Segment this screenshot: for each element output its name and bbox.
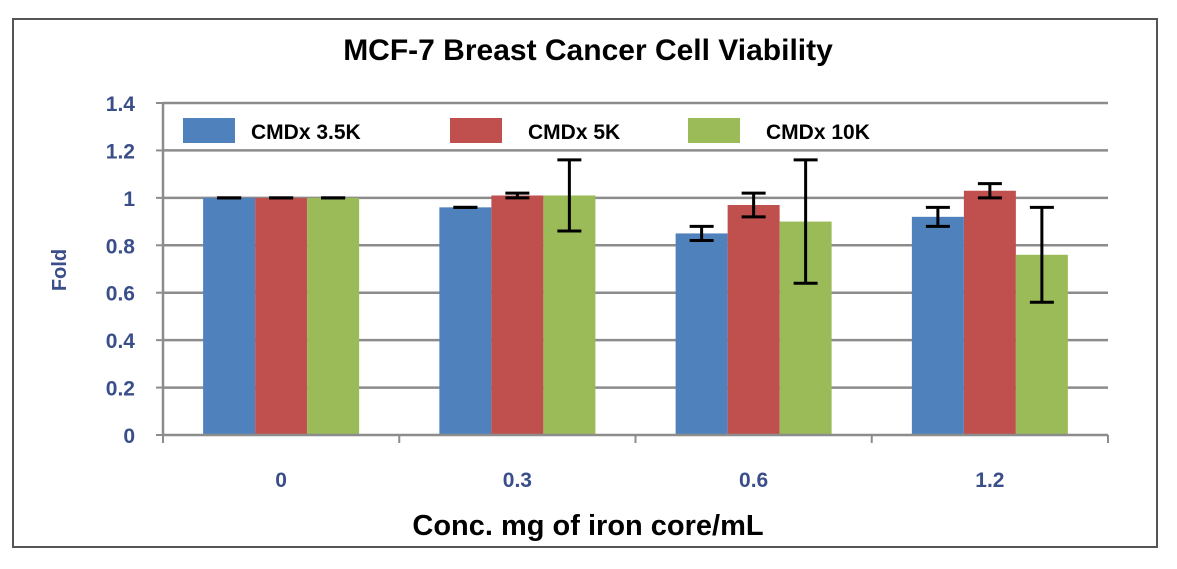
y-tick-label: 0 <box>123 425 135 448</box>
y-tick-label: 1.2 <box>106 140 135 163</box>
bar <box>675 233 728 435</box>
bars <box>203 190 1068 435</box>
bar <box>203 197 256 435</box>
bar <box>963 190 1016 435</box>
y-tick-label: 0.8 <box>106 235 136 258</box>
y-tick-label: 0.4 <box>106 330 136 353</box>
legend-label: CMDx 10K <box>766 121 870 144</box>
bar <box>543 195 596 435</box>
y-tick-label: 1 <box>123 188 135 211</box>
bar <box>911 216 964 435</box>
bar <box>307 197 360 435</box>
y-tick-label: 0.2 <box>106 378 135 401</box>
legend: CMDx 3.5K CMDx 5K CMDx 10K <box>183 118 870 144</box>
chart-title: MCF-7 Breast Cancer Cell Viability <box>343 34 833 67</box>
legend-swatch <box>450 118 502 143</box>
bar <box>727 204 780 435</box>
legend-label: CMDx 5K <box>528 121 620 144</box>
y-tick-label: 1.4 <box>106 93 136 116</box>
bar <box>255 197 308 435</box>
y-tick-label: 0.6 <box>106 283 135 306</box>
y-axis-label: Fold <box>49 249 71 291</box>
legend-swatch <box>688 118 740 143</box>
x-tick-label: 0.6 <box>739 469 768 492</box>
x-axis-label: Conc. mg of iron core/mL <box>412 510 763 542</box>
bar <box>491 195 544 435</box>
bar <box>439 207 492 435</box>
x-tick-label: 0.3 <box>503 469 532 492</box>
error-bars <box>217 158 1054 304</box>
legend-label: CMDx 3.5K <box>251 121 361 144</box>
axes: 0 0.2 0.4 0.6 0.8 1 1.2 1.4 0 0.3 0.6 1.2 <box>106 93 1109 492</box>
x-tick-label: 0 <box>275 469 287 492</box>
legend-swatch <box>183 118 235 143</box>
x-tick-label: 1.2 <box>975 469 1004 492</box>
